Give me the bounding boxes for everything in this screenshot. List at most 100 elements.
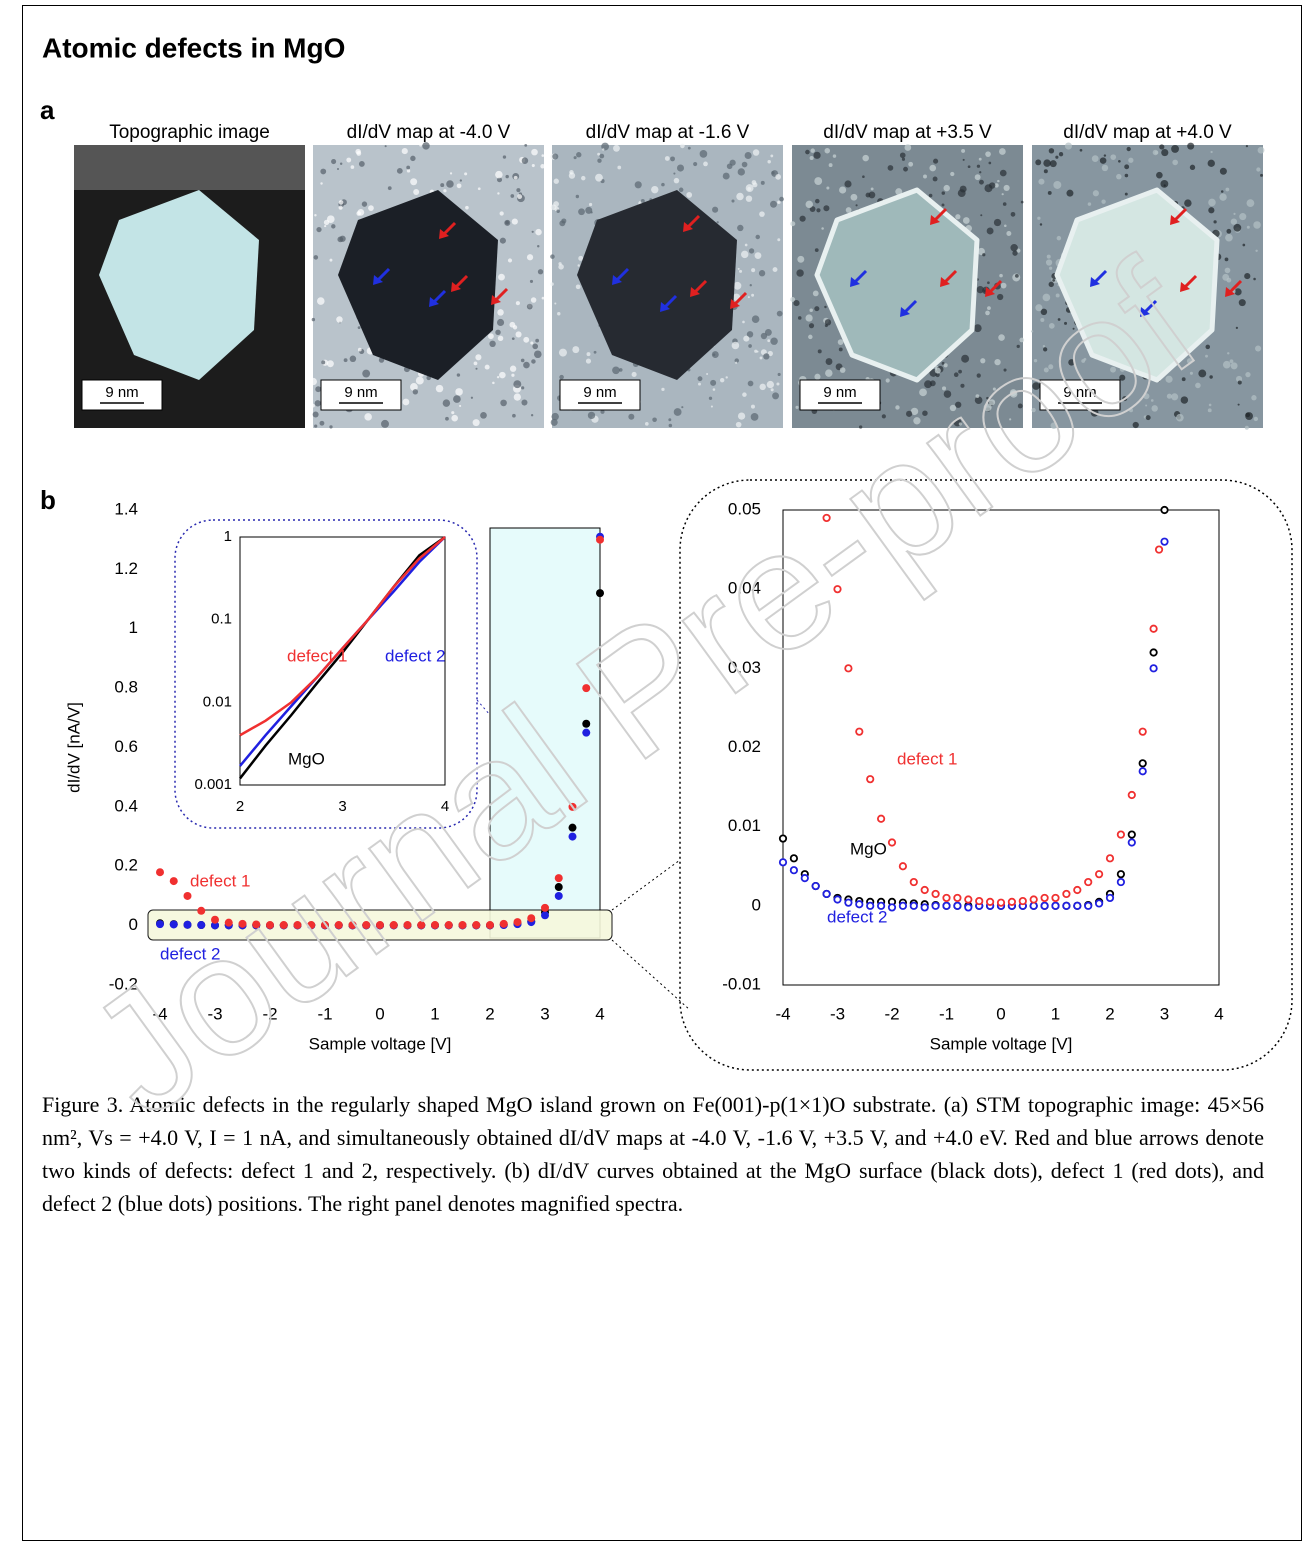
- image-texture: [943, 184, 950, 192]
- image-texture: [559, 374, 564, 380]
- image-texture: [949, 404, 957, 412]
- image-texture: [1207, 159, 1215, 167]
- image-texture: [1068, 359, 1075, 366]
- image-texture: [1050, 422, 1058, 429]
- data-point: [822, 513, 831, 523]
- y-tick-label: 0.8: [114, 678, 138, 697]
- image-texture: [1017, 403, 1023, 409]
- image-texture: [1020, 200, 1024, 204]
- image-texture: [634, 181, 642, 189]
- image-texture: [645, 422, 649, 426]
- image-texture: [550, 282, 554, 286]
- image-texture: [516, 188, 521, 193]
- image-texture: [320, 168, 327, 175]
- data-point: [568, 802, 577, 811]
- image-texture: [1245, 412, 1251, 418]
- panel-label: b: [40, 485, 56, 515]
- island: [99, 190, 259, 380]
- image-texture: [710, 379, 717, 386]
- data-point: [887, 838, 897, 847]
- image-texture: [1030, 330, 1034, 333]
- image-texture: [1198, 369, 1207, 378]
- image-texture: [749, 284, 752, 287]
- data-point: [582, 719, 591, 728]
- scale-bar-box: [81, 379, 163, 411]
- image-texture: [737, 168, 745, 176]
- image-texture: [958, 369, 962, 374]
- image-texture: [767, 159, 771, 164]
- image-texture: [612, 366, 620, 375]
- data-point: [1138, 767, 1147, 776]
- image-texture: [742, 392, 747, 397]
- image-texture: [1255, 249, 1258, 253]
- image-texture: [553, 178, 559, 184]
- image-texture: [814, 177, 823, 185]
- image-texture: [928, 193, 933, 198]
- data-point: [389, 921, 398, 930]
- data-point: [1105, 893, 1115, 903]
- image-texture: [384, 145, 387, 148]
- data-point: [1116, 870, 1126, 879]
- image-texture: [1253, 277, 1256, 281]
- image-texture: [817, 349, 822, 354]
- image-texture: [558, 264, 564, 270]
- data-point: [554, 874, 563, 883]
- image-caption: dI/dV map at +4.0 V: [1063, 122, 1232, 143]
- data-point: [898, 862, 908, 871]
- y-tick-label: 1.4: [114, 499, 138, 518]
- image-texture: [1186, 358, 1193, 364]
- image-texture: [464, 172, 468, 176]
- image-texture: [777, 200, 781, 205]
- image-texture: [515, 301, 520, 306]
- image-texture: [576, 152, 582, 158]
- x-tick-label: -1: [317, 1004, 332, 1023]
- image-texture: [1066, 189, 1074, 197]
- image-texture: [955, 214, 961, 220]
- data-point: [942, 901, 951, 910]
- arrow-head: [451, 282, 461, 292]
- image-texture: [496, 318, 505, 327]
- image-texture: [455, 388, 463, 396]
- x-axis-label: Sample voltage [V]: [930, 1034, 1073, 1053]
- data-point: [238, 919, 247, 928]
- y-tick-label: 1: [129, 618, 138, 637]
- image-texture: [1184, 199, 1192, 207]
- x-tick-label: -4: [775, 1004, 790, 1023]
- image-texture: [908, 161, 914, 167]
- data-point: [1149, 664, 1158, 673]
- image-texture: [523, 361, 530, 369]
- y-tick-label: 0: [129, 915, 138, 934]
- image-texture: [988, 161, 992, 165]
- image-texture: [1224, 257, 1229, 262]
- image-texture: [1233, 223, 1242, 232]
- data-point: [898, 901, 908, 910]
- data-point: [975, 896, 984, 906]
- image-texture: [1110, 366, 1116, 373]
- image-texture: [1237, 380, 1242, 385]
- image-texture: [855, 204, 858, 207]
- data-point: [431, 921, 439, 930]
- data-point: [996, 898, 1006, 907]
- data-point: [844, 898, 853, 907]
- image-texture: [1055, 155, 1059, 159]
- image-texture: [507, 258, 513, 263]
- image-texture: [496, 376, 500, 379]
- island: [577, 190, 737, 380]
- image-texture: [751, 268, 756, 273]
- arrow-head: [985, 287, 995, 297]
- data-point: [596, 535, 604, 544]
- island: [814, 187, 980, 383]
- image-texture: [551, 412, 559, 421]
- image-texture: [355, 148, 361, 155]
- data-point: [778, 858, 788, 867]
- image-texture: [497, 335, 504, 342]
- image-texture: [484, 364, 490, 370]
- data-point: [1149, 624, 1158, 633]
- data-point: [1160, 537, 1169, 546]
- image-texture: [746, 331, 754, 338]
- image-texture: [735, 361, 738, 364]
- y-tick-label: 1.2: [114, 559, 138, 578]
- image-texture: [737, 267, 740, 270]
- data-point: [1105, 854, 1115, 863]
- data-point: [527, 914, 536, 923]
